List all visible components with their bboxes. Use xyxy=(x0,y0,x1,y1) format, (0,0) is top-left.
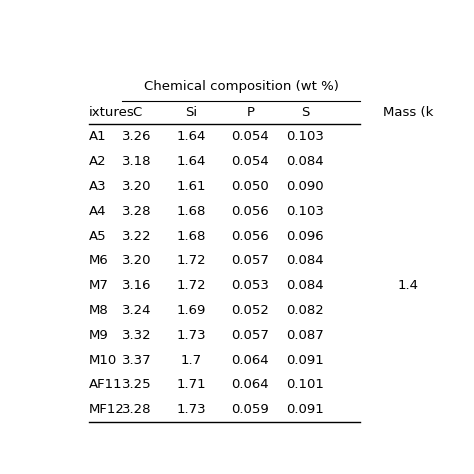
Text: M6: M6 xyxy=(89,255,109,267)
Text: 1.73: 1.73 xyxy=(177,403,206,416)
Text: 0.082: 0.082 xyxy=(286,304,324,317)
Text: M10: M10 xyxy=(89,354,117,367)
Text: 0.052: 0.052 xyxy=(231,304,269,317)
Text: 1.4: 1.4 xyxy=(398,279,419,292)
Text: 1.7: 1.7 xyxy=(181,354,202,367)
Text: 3.16: 3.16 xyxy=(122,279,151,292)
Text: 0.091: 0.091 xyxy=(286,354,324,367)
Text: 3.26: 3.26 xyxy=(122,130,151,143)
Text: 0.084: 0.084 xyxy=(287,279,324,292)
Text: 0.057: 0.057 xyxy=(231,255,269,267)
Text: 3.24: 3.24 xyxy=(122,304,151,317)
Text: C: C xyxy=(132,106,141,119)
Text: A1: A1 xyxy=(89,130,106,143)
Text: 0.096: 0.096 xyxy=(287,229,324,243)
Text: 0.053: 0.053 xyxy=(231,279,269,292)
Text: 3.37: 3.37 xyxy=(121,354,151,367)
Text: 0.091: 0.091 xyxy=(286,403,324,416)
Text: 1.68: 1.68 xyxy=(177,229,206,243)
Text: 1.64: 1.64 xyxy=(177,155,206,168)
Text: 0.064: 0.064 xyxy=(231,354,269,367)
Text: 0.054: 0.054 xyxy=(231,130,269,143)
Text: 0.084: 0.084 xyxy=(287,255,324,267)
Text: 1.72: 1.72 xyxy=(177,279,206,292)
Text: 0.057: 0.057 xyxy=(231,329,269,342)
Text: 1.69: 1.69 xyxy=(177,304,206,317)
Text: 0.064: 0.064 xyxy=(231,379,269,392)
Text: M8: M8 xyxy=(89,304,109,317)
Text: 1.64: 1.64 xyxy=(177,130,206,143)
Text: 0.087: 0.087 xyxy=(286,329,324,342)
Text: 0.103: 0.103 xyxy=(286,130,324,143)
Text: S: S xyxy=(301,106,310,119)
Text: 0.050: 0.050 xyxy=(231,180,269,193)
Text: 3.25: 3.25 xyxy=(121,379,151,392)
Text: 3.28: 3.28 xyxy=(122,403,151,416)
Text: Chemical composition (wt %): Chemical composition (wt %) xyxy=(144,80,338,92)
Text: Si: Si xyxy=(185,106,198,119)
Text: Mass (k: Mass (k xyxy=(383,106,433,119)
Text: 0.090: 0.090 xyxy=(287,180,324,193)
Text: A3: A3 xyxy=(89,180,106,193)
Text: A4: A4 xyxy=(89,205,106,218)
Text: 0.101: 0.101 xyxy=(286,379,324,392)
Text: 0.056: 0.056 xyxy=(231,229,269,243)
Text: MF12: MF12 xyxy=(89,403,125,416)
Text: M9: M9 xyxy=(89,329,109,342)
Text: 0.059: 0.059 xyxy=(231,403,269,416)
Text: 3.20: 3.20 xyxy=(122,180,151,193)
Text: 1.72: 1.72 xyxy=(177,255,206,267)
Text: P: P xyxy=(246,106,254,119)
Text: 0.056: 0.056 xyxy=(231,205,269,218)
Text: 0.103: 0.103 xyxy=(286,205,324,218)
Text: 3.32: 3.32 xyxy=(121,329,151,342)
Text: 3.20: 3.20 xyxy=(122,255,151,267)
Text: AF11: AF11 xyxy=(89,379,122,392)
Text: 1.68: 1.68 xyxy=(177,205,206,218)
Text: 1.71: 1.71 xyxy=(177,379,206,392)
Text: 1.61: 1.61 xyxy=(177,180,206,193)
Text: M7: M7 xyxy=(89,279,109,292)
Text: A2: A2 xyxy=(89,155,106,168)
Text: 3.22: 3.22 xyxy=(121,229,151,243)
Text: 0.054: 0.054 xyxy=(231,155,269,168)
Text: ixtures: ixtures xyxy=(89,106,135,119)
Text: 3.18: 3.18 xyxy=(122,155,151,168)
Text: 1.73: 1.73 xyxy=(177,329,206,342)
Text: 3.28: 3.28 xyxy=(122,205,151,218)
Text: A5: A5 xyxy=(89,229,106,243)
Text: 0.084: 0.084 xyxy=(287,155,324,168)
